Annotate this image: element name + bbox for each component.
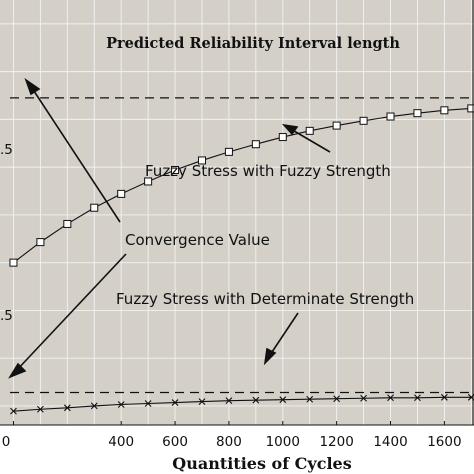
x-marker <box>144 400 152 407</box>
square-marker <box>386 112 395 121</box>
plot-background <box>0 0 474 425</box>
square-marker <box>90 203 99 212</box>
square-marker <box>9 258 18 267</box>
arrow-convergence-bottom-line <box>14 253 127 373</box>
series-line <box>13 107 472 264</box>
x-tick-label: 600 <box>162 434 188 450</box>
square-marker <box>332 121 341 130</box>
series-layer <box>9 104 474 415</box>
chart-title: Predicted Reliability Interval length <box>106 35 400 52</box>
x-marker <box>333 395 341 403</box>
square-marker <box>224 147 233 156</box>
square-marker <box>305 126 314 135</box>
x-marker <box>90 402 98 410</box>
y-tick-labels: .5 .5 <box>0 142 13 324</box>
annotation-arrows <box>8 77 331 379</box>
x-marker <box>360 394 367 402</box>
arrow-convergence-bottom-head <box>8 362 27 379</box>
square-marker <box>440 106 449 115</box>
x-tick-label: 400 <box>108 434 134 450</box>
x-tick-label: 800 <box>216 434 242 450</box>
convergence-lines <box>10 97 474 394</box>
x-tick-label: 0 <box>2 434 11 450</box>
x-tick-label: 1200 <box>319 434 353 450</box>
square-marker <box>197 156 206 165</box>
x-tick-label: 1000 <box>266 434 300 450</box>
x-axis-label: Quantities of Cycles <box>172 454 351 473</box>
square-marker <box>359 116 368 125</box>
x-marker <box>198 398 206 405</box>
square-marker <box>251 140 260 149</box>
x-marker <box>63 404 71 412</box>
series-line <box>13 396 472 412</box>
annotation-determinate-strength: Fuzzy Stress with Determinate Strength <box>116 290 414 308</box>
x-marker <box>414 394 421 402</box>
x-marker <box>10 407 17 415</box>
x-marker <box>37 405 44 413</box>
arrow-convergence-top-head <box>24 77 41 96</box>
square-marker <box>413 109 422 118</box>
square-marker <box>467 104 474 113</box>
x-marker <box>306 395 314 403</box>
square-marker <box>36 238 45 247</box>
x-tick-labels: 0 400 600 800 1000 1200 1400 1600 <box>2 421 462 450</box>
arrow-determinate-strength-head <box>263 347 277 366</box>
x-marker <box>117 401 125 408</box>
x-marker <box>252 396 260 404</box>
square-marker <box>278 133 287 142</box>
x-marker <box>225 397 233 405</box>
arrow-fuzzy-strength-line <box>288 127 331 153</box>
arrow-fuzzy-strength-head <box>281 123 299 136</box>
y-tick-label: .5 <box>0 142 13 158</box>
square-marker <box>63 219 72 228</box>
annotation-convergence: Convergence Value <box>125 231 270 249</box>
arrow-convergence-top-line <box>29 84 121 223</box>
square-marker <box>171 166 180 174</box>
square-marker <box>144 177 153 186</box>
x-tick-label: 1600 <box>427 434 461 450</box>
square-marker <box>117 189 126 198</box>
x-marker <box>387 394 394 402</box>
x-marker <box>440 393 448 401</box>
x-marker <box>279 396 287 404</box>
grid-lines <box>0 0 474 425</box>
y-tick-label: .5 <box>0 308 13 324</box>
x-tick-label: 1400 <box>373 434 407 450</box>
arrow-determinate-strength-line <box>267 312 299 359</box>
annotation-fuzzy-strength: Fuzzy Stress with Fuzzy Strength <box>145 162 391 180</box>
x-marker <box>171 399 179 406</box>
